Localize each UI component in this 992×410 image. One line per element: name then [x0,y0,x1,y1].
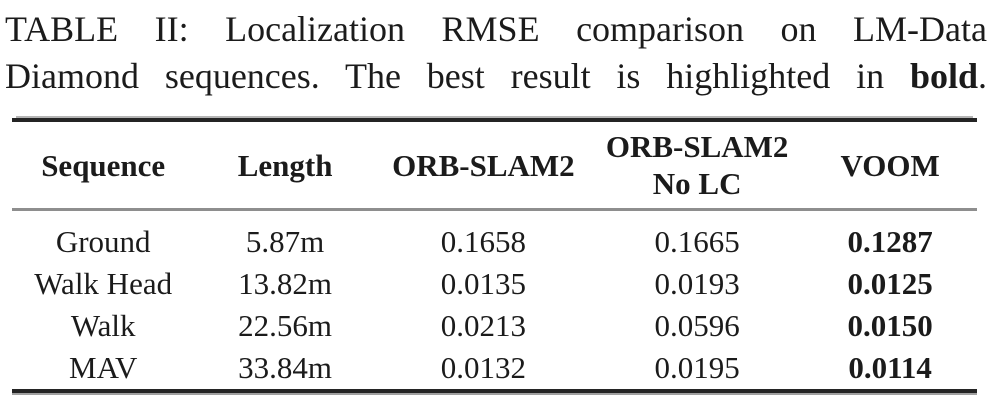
col-header-orbslam2-label: ORB-SLAM2 [392,147,575,183]
cell-orbslam2: 0.0135 [440,266,526,301]
cell-sequence: Walk [70,308,136,343]
cell-voom: 0.0125 [847,266,933,301]
cell-orbslam2: 0.0213 [440,308,526,343]
cell-sequence: Ground [55,224,151,259]
cell-voom: 0.1287 [847,224,933,259]
col-header-orbslam2-nolc-line2: No LC [652,166,742,201]
col-header-sequence-label: Sequence [41,147,166,183]
cell-length: 13.82m [238,266,333,301]
col-header-orbslam2-nolc-line1: ORB-SLAM2 [605,129,789,164]
table-row-walk-head: Walk Head 13.82m 0.0135 0.0193 0.0125 [12,263,977,305]
table-row-walk: Walk 22.56m 0.0213 0.0596 0.0150 [12,305,977,347]
table-header: Sequence Length ORB-SLAM2 ORB-SLAM2 No L… [12,120,977,210]
col-header-length-label: Length [237,147,333,183]
cell-voom: 0.0114 [848,350,932,385]
caption-bold-word: bold [909,56,978,96]
cell-orbslam2-nolc: 0.0193 [654,266,740,301]
table-row-ground: Ground 5.87m 0.1658 0.1665 0.1287 [12,210,977,264]
results-table: Sequence Length ORB-SLAM2 ORB-SLAM2 No L… [12,118,977,393]
caption-line1-text: TABLE II: Localization RMSE comparison o… [5,9,987,49]
cell-length: 5.87m [245,224,325,259]
cell-length: 33.84m [238,350,333,385]
header-row: Sequence Length ORB-SLAM2 ORB-SLAM2 No L… [12,120,977,210]
cell-length: 22.56m [238,308,333,343]
cell-orbslam2-nolc: 0.0195 [654,350,740,385]
caption-line-2: Diamond sequences. The best result is hi… [5,53,987,100]
cell-orbslam2-nolc: 0.0596 [654,308,740,343]
col-header-sequence: Sequence [12,120,194,210]
table-caption: TABLE II: Localization RMSE comparison o… [5,6,987,100]
col-header-voom-label: VOOM [840,147,940,183]
cell-sequence: MAV [69,350,138,385]
col-header-orbslam2: ORB-SLAM2 [376,120,591,210]
table-body: Ground 5.87m 0.1658 0.1665 0.1287 Walk H… [12,210,977,392]
col-header-length: Length [194,120,375,210]
cell-orbslam2: 0.1658 [440,224,526,259]
col-header-orbslam2-nolc: ORB-SLAM2 No LC [591,120,803,210]
caption-line2-period: . [978,56,987,96]
cell-voom: 0.0150 [847,308,933,343]
cell-orbslam2-nolc: 0.1665 [654,224,740,259]
col-header-voom: VOOM [803,120,977,210]
cell-sequence: Walk Head [34,266,173,301]
caption-line2-text: Diamond sequences. The best result is hi… [5,56,910,96]
cell-orbslam2: 0.0132 [440,350,526,385]
caption-line-1: TABLE II: Localization RMSE comparison o… [5,6,987,53]
table-row-mav: MAV 33.84m 0.0132 0.0195 0.0114 [12,347,977,391]
